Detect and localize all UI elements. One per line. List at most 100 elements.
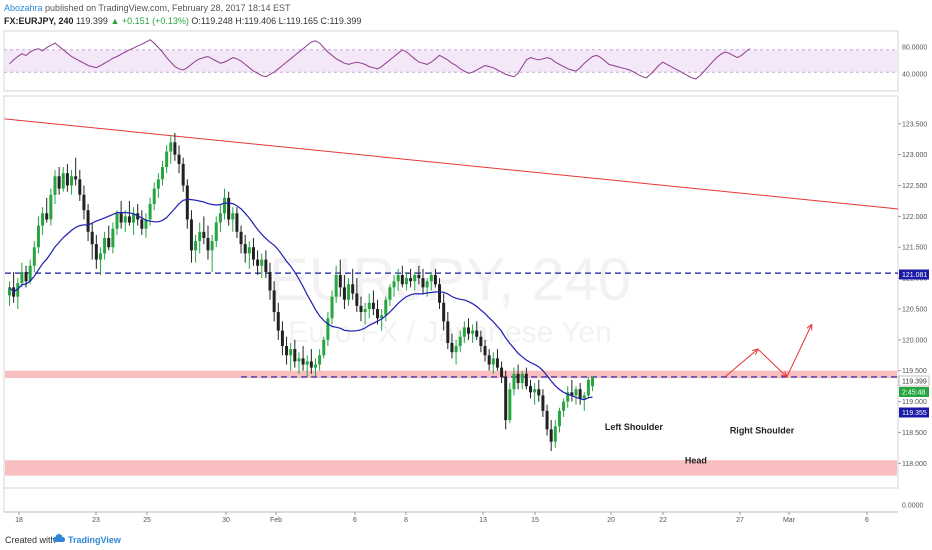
candle-body [504, 376, 508, 421]
candle-body [483, 346, 487, 356]
candle-body [210, 241, 214, 251]
candle-body [570, 392, 574, 396]
candle-body [404, 278, 408, 285]
candle-body [65, 173, 69, 186]
candle-body [574, 389, 578, 396]
candle-body [334, 275, 338, 297]
tradingview-logo-text[interactable]: TradingView [68, 535, 121, 545]
candle-body [384, 299, 388, 316]
y-tick-label: 120.000 [902, 337, 927, 344]
candle-body [49, 194, 53, 220]
candle-body [557, 410, 561, 427]
candle-body [264, 259, 268, 272]
candle-body [235, 213, 239, 232]
price-tag [899, 387, 929, 397]
candle-body [98, 253, 102, 260]
candle-body [458, 336, 462, 347]
candle-body [433, 275, 437, 285]
rsi-y-tick-label: 40.0000 [902, 72, 927, 79]
price-tag-label: 119.399 [902, 379, 927, 386]
candle-body [115, 213, 119, 229]
candle-body [454, 346, 458, 353]
candle-body [438, 284, 442, 303]
publish-line: Abozahra published on TradingView.com, F… [4, 3, 291, 14]
candle-body [537, 389, 541, 396]
projection-arrowhead [806, 323, 813, 331]
candle-body [218, 213, 222, 223]
candle-body [107, 237, 111, 248]
candle-body [446, 321, 450, 343]
rsi-pane [3, 30, 899, 92]
candle-body [562, 401, 566, 411]
price-tag-label: 2:45:48 [902, 390, 925, 397]
candle-body [119, 213, 123, 223]
candle-body [545, 410, 549, 430]
candle-body [322, 339, 326, 356]
candle-body [165, 151, 169, 167]
candle-body [8, 287, 11, 296]
candle-body [338, 275, 342, 288]
price-tag [899, 407, 929, 418]
candle-body [313, 364, 317, 368]
x-tick-label: 25 [143, 517, 151, 524]
candle-body [123, 216, 127, 223]
candle-body [243, 244, 247, 254]
candle-body [285, 346, 289, 356]
x-tick-label: 15 [531, 517, 539, 524]
candle-body [251, 247, 255, 260]
candle-body [185, 185, 189, 220]
candle-body [318, 355, 322, 365]
support-zone [5, 460, 897, 476]
candle-body [57, 176, 61, 189]
author-link[interactable]: Abozahra [4, 3, 43, 13]
symbol-line: FX:EURJPY, 240 119.399 ▲ +0.151 (+0.13%)… [4, 16, 361, 27]
candle-body [520, 373, 524, 384]
candle-body [442, 302, 446, 322]
x-tick-label: 13 [479, 517, 487, 524]
candle-body [359, 305, 363, 313]
candle-body [462, 327, 466, 337]
price-tag [898, 375, 930, 387]
candle-body [160, 166, 164, 180]
last-price: 119.399 [76, 16, 108, 26]
candle-body [256, 259, 260, 266]
candle-body [487, 355, 491, 365]
candle-body [82, 194, 86, 211]
candle-body [214, 222, 218, 242]
candle-body [371, 302, 375, 309]
candle-body [231, 213, 235, 220]
candle-body [90, 231, 94, 245]
x-tick-label: 20 [607, 517, 615, 524]
candle-body [103, 237, 107, 254]
candle-body [140, 219, 144, 229]
candle-body [45, 213, 49, 220]
candle-body [276, 312, 280, 331]
candle-body [309, 361, 313, 368]
candle-body [516, 373, 520, 384]
candle-body [78, 179, 82, 195]
candle-body [376, 308, 380, 319]
candle-body [111, 228, 115, 248]
tradingview-cloud-icon [53, 534, 65, 542]
price-tag-label: 119.355 [902, 410, 927, 417]
pattern-annotation: Left Shoulder [605, 422, 663, 432]
trendline [4, 118, 899, 210]
candle-body [347, 284, 351, 300]
rsi-band [5, 49, 897, 73]
ohlc-values: O:119.248 H:119.406 L:119.165 C:119.399 [191, 16, 362, 26]
x-tick-label: 23 [92, 517, 100, 524]
created-with-label: Created with [5, 535, 56, 545]
chart-header: Abozahra published on TradingView.com, F… [0, 0, 932, 30]
candle-body [512, 373, 516, 390]
candle-body [148, 204, 152, 220]
support-zone [5, 370, 897, 379]
candle-body [396, 275, 400, 282]
candle-body [94, 244, 98, 260]
candle-body [553, 426, 557, 442]
candle-body [305, 361, 309, 365]
candle-body [342, 287, 346, 300]
candle-body [417, 275, 421, 279]
candle-body [425, 281, 429, 288]
